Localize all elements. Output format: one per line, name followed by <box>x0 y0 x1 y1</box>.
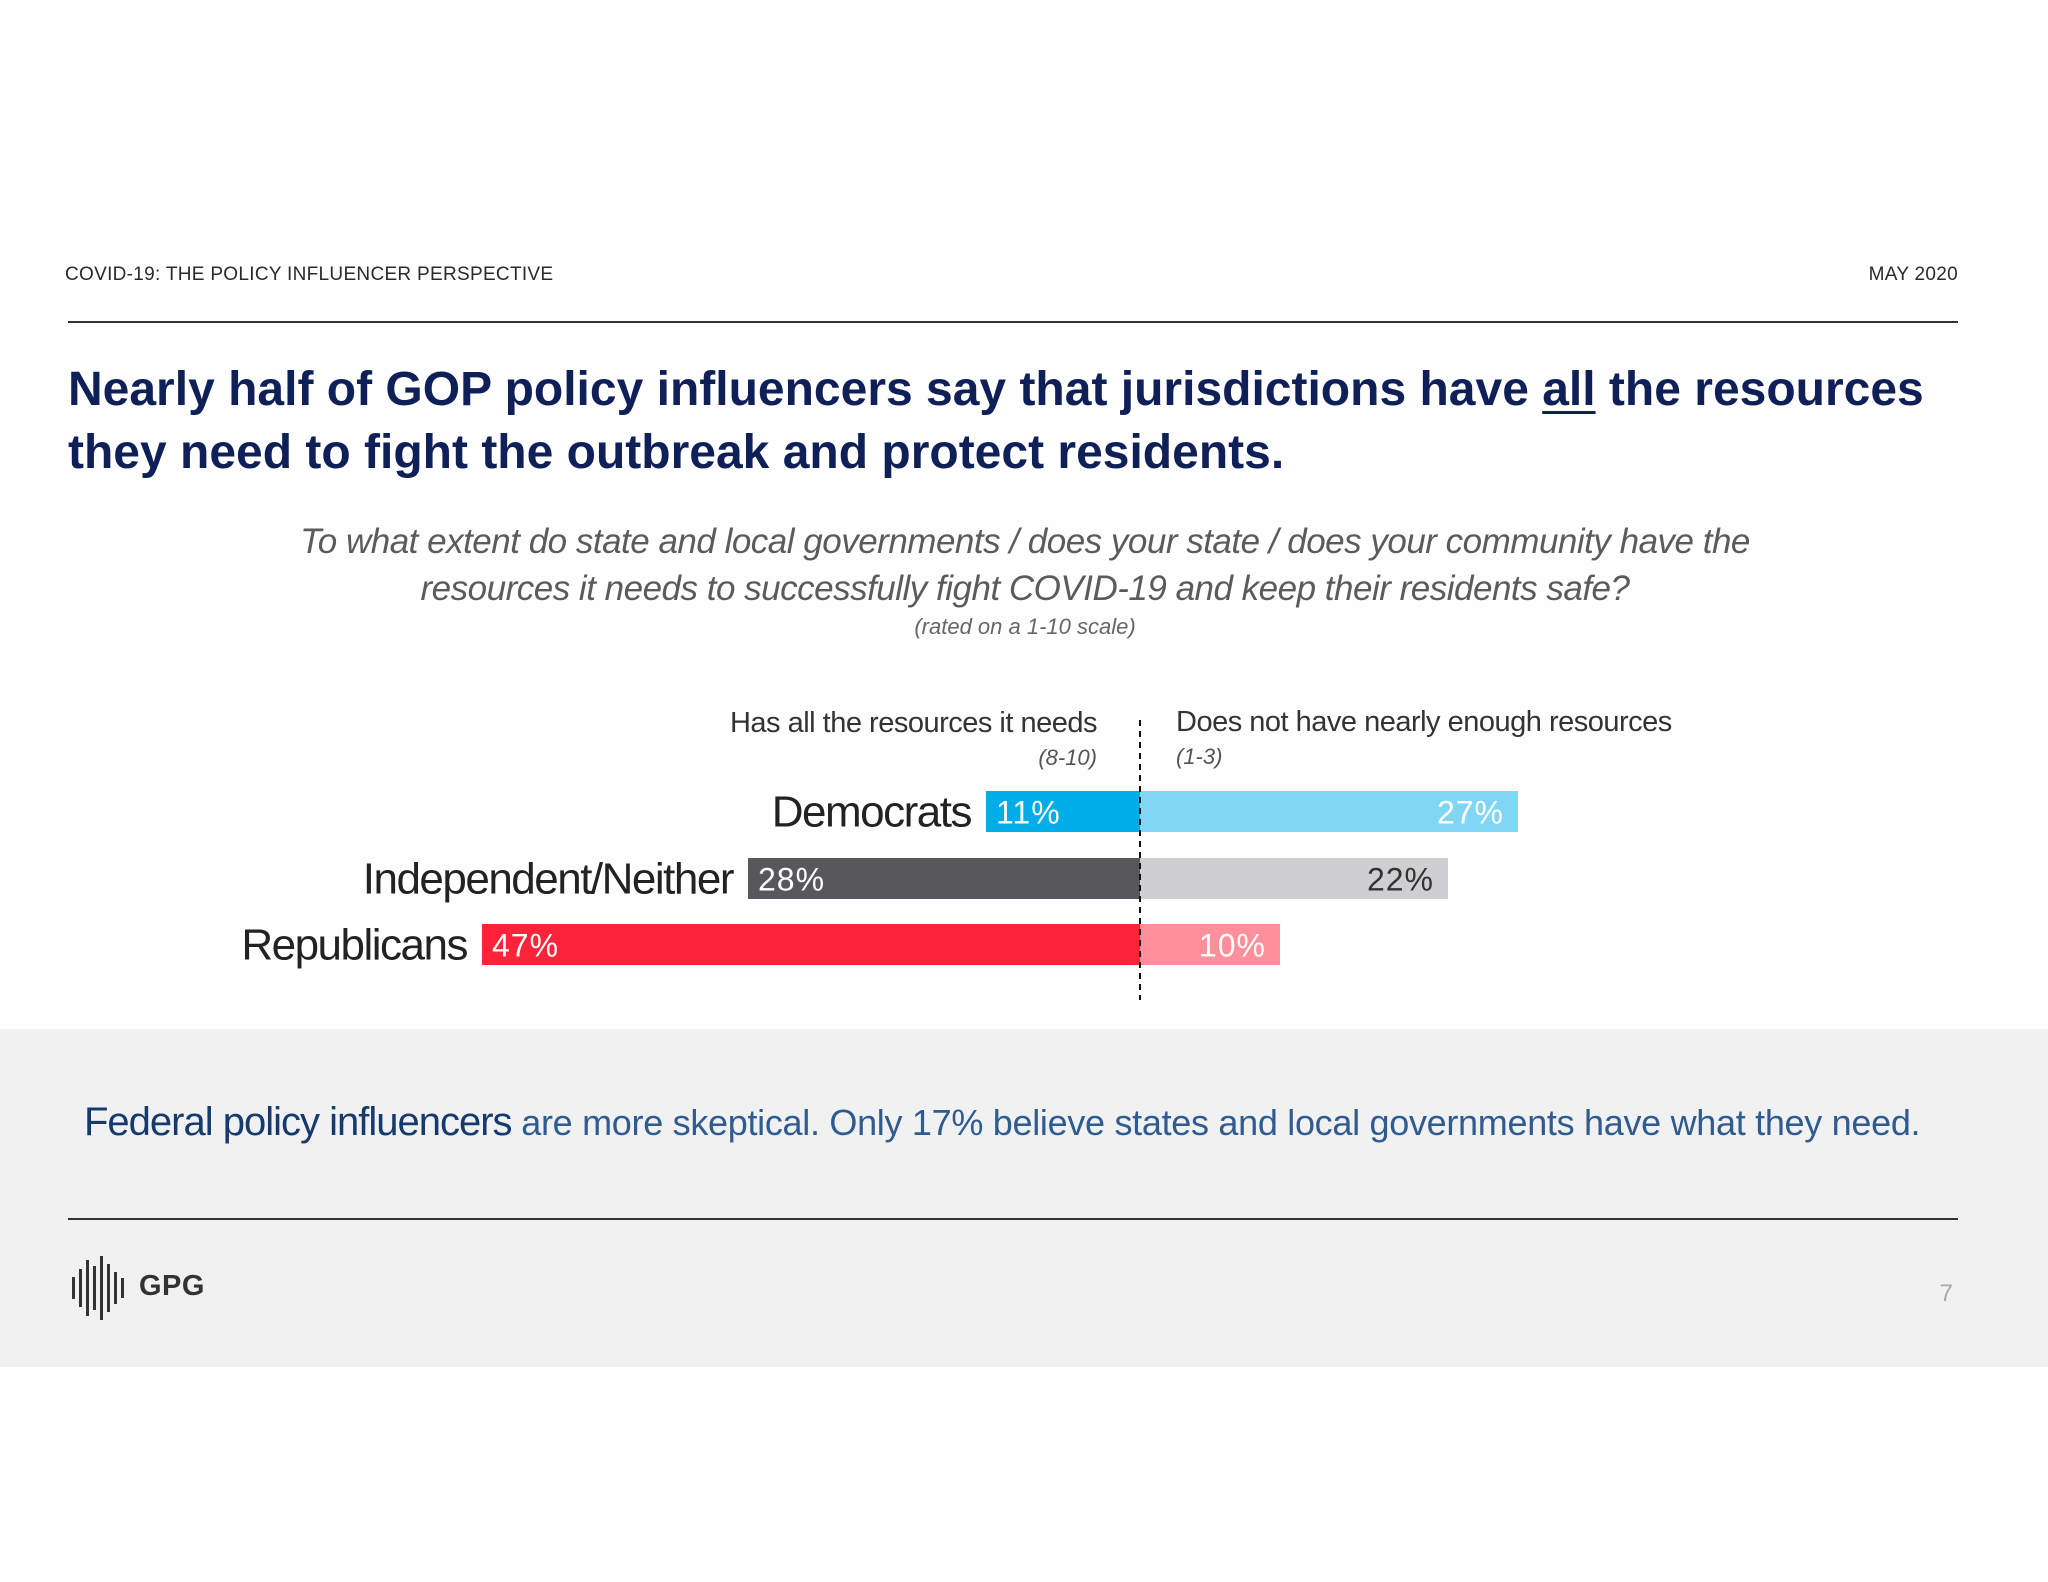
bar-left-label-2: 47% <box>492 928 559 964</box>
bar-right-1 <box>1140 858 1448 899</box>
bar-left-1 <box>748 858 1140 899</box>
headline-part-2: the resources they need to fight the out… <box>68 363 1924 479</box>
bar-right-label-0: 27% <box>1437 795 1504 831</box>
gpg-logo-icon <box>72 1256 124 1320</box>
footer-band <box>0 1029 2048 1367</box>
takeaway-text: Federal policy influencers are more skep… <box>84 1100 2034 1145</box>
bar-right-0 <box>1140 791 1518 832</box>
report-title: COVID-19: THE POLICY INFLUENCER PERSPECT… <box>65 264 554 285</box>
bar-left-label-0: 11% <box>996 795 1061 831</box>
logo-wordmark: GPG <box>139 1270 205 1302</box>
bar-right-label-1: 22% <box>1367 862 1434 898</box>
page-number: 7 <box>1939 1280 1953 1307</box>
scale-note: (rated on a 1-10 scale) <box>914 614 1136 639</box>
headline-emphasis: all <box>1542 363 1596 416</box>
diverging-bar-chart: Has all the resources it needs (8-10) Does… <box>241 706 1672 1000</box>
bar-right-label-2: 10% <box>1199 928 1266 964</box>
bar-right-2 <box>1140 924 1280 965</box>
bar-left-2 <box>482 924 1140 965</box>
bar-left-label-1: 28% <box>758 862 825 898</box>
category-label-0: Democrats <box>772 788 972 837</box>
report-date: MAY 2020 <box>1868 264 1958 285</box>
category-label-1: Independent/Neither <box>363 855 734 904</box>
headline-part-1: Nearly half of GOP policy influencers sa… <box>68 363 1543 416</box>
slide-headline: Nearly half of GOP policy influencers sa… <box>68 358 1958 484</box>
left-series-header: Has all the resources it needs <box>730 707 1097 739</box>
takeaway-lead: Federal policy influencers <box>84 1100 513 1144</box>
category-label-2: Republicans <box>241 921 467 970</box>
header-divider <box>68 321 1958 323</box>
question-line-1: To what extent do state and local govern… <box>300 522 1750 561</box>
right-series-header: Does not have nearly enough resources <box>1176 706 1672 738</box>
left-series-scale: (8-10) <box>1038 745 1097 770</box>
survey-question: To what extent do state and local govern… <box>200 518 1850 612</box>
bar-left-0 <box>986 791 1140 832</box>
question-line-2: resources it needs to successfully fight… <box>420 569 1630 608</box>
takeaway-rest: are more skeptical. Only 17% believe sta… <box>511 1102 1921 1143</box>
footer-divider <box>68 1218 1958 1220</box>
right-series-scale: (1-3) <box>1176 744 1222 769</box>
